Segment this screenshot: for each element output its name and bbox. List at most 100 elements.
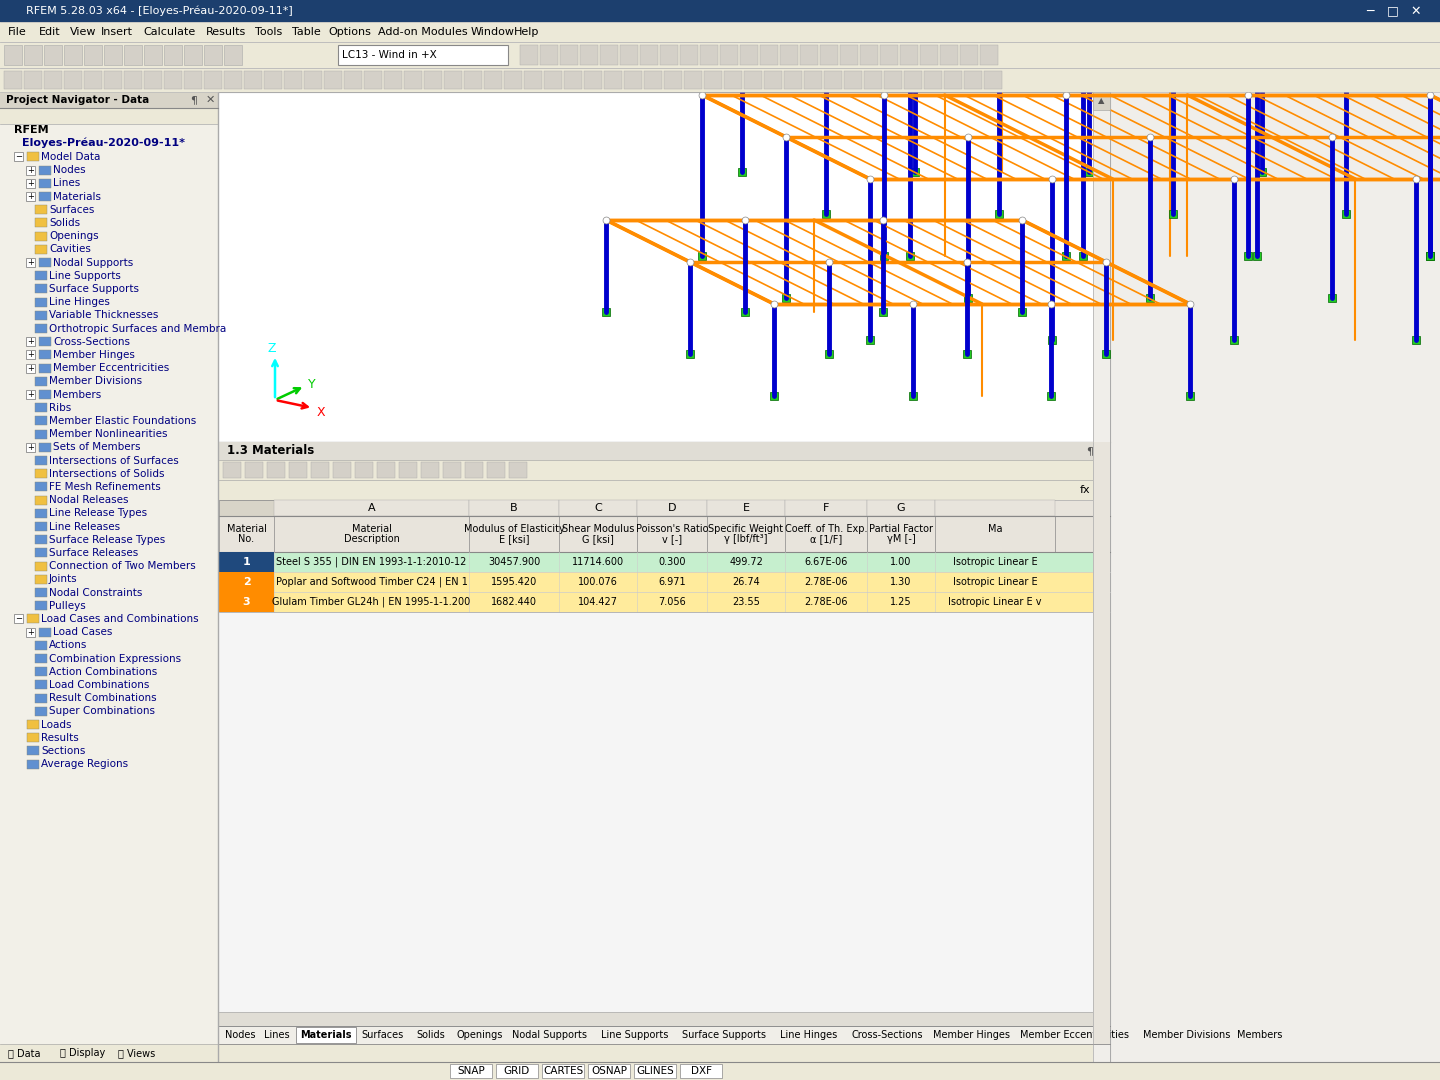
Bar: [564, 71, 582, 89]
Bar: [35, 588, 48, 597]
Bar: [804, 71, 822, 89]
Text: Loads: Loads: [40, 719, 72, 729]
Bar: [39, 364, 50, 373]
Bar: [35, 311, 48, 320]
Bar: [39, 179, 50, 188]
Bar: [35, 522, 48, 531]
Bar: [801, 45, 818, 65]
Bar: [219, 572, 1110, 592]
Bar: [636, 500, 707, 516]
Bar: [960, 45, 978, 65]
Bar: [1047, 392, 1056, 400]
Bar: [39, 390, 50, 399]
Bar: [377, 462, 395, 478]
Bar: [909, 392, 917, 400]
Text: Model Data: Model Data: [40, 152, 101, 162]
Text: Openings: Openings: [49, 231, 98, 241]
Text: Cross-Sections: Cross-Sections: [53, 337, 130, 347]
Text: ⬛ Data: ⬛ Data: [9, 1048, 40, 1058]
Bar: [664, 71, 683, 89]
Bar: [0, 22, 1440, 42]
Bar: [204, 71, 222, 89]
Text: Intersections of Surfaces: Intersections of Surfaces: [49, 456, 179, 465]
Text: fx: fx: [1080, 485, 1090, 495]
Bar: [707, 500, 785, 516]
Bar: [1110, 92, 1440, 1062]
Bar: [1169, 210, 1176, 218]
Text: 2.78E-06: 2.78E-06: [805, 577, 848, 588]
Bar: [144, 45, 161, 65]
Bar: [1342, 210, 1351, 218]
Bar: [906, 252, 914, 260]
Bar: [219, 1026, 1110, 1044]
Text: +: +: [27, 165, 35, 175]
Bar: [338, 45, 508, 65]
Bar: [0, 68, 1440, 92]
Bar: [219, 592, 1110, 612]
Bar: [0, 1062, 1440, 1080]
Bar: [0, 1044, 217, 1062]
Text: Material: Material: [351, 524, 392, 534]
Text: +: +: [27, 390, 35, 399]
Bar: [1018, 308, 1025, 316]
Text: SNAP: SNAP: [456, 1066, 485, 1076]
Text: Connection of Two Members: Connection of Two Members: [49, 562, 196, 571]
Text: Y: Y: [308, 378, 315, 391]
Text: Window: Window: [471, 27, 516, 37]
Text: 6.67E-06: 6.67E-06: [805, 557, 848, 567]
Text: Load Cases: Load Cases: [53, 627, 112, 637]
Text: Edit: Edit: [39, 27, 60, 37]
Bar: [27, 746, 39, 755]
Bar: [1259, 168, 1266, 176]
Bar: [356, 462, 373, 478]
Text: Tools: Tools: [255, 27, 282, 37]
Bar: [104, 45, 122, 65]
Text: Lines: Lines: [53, 178, 81, 188]
Text: Line Releases: Line Releases: [49, 522, 120, 531]
Text: G [ksi]: G [ksi]: [582, 534, 613, 544]
Bar: [35, 602, 48, 610]
Text: +: +: [27, 350, 35, 360]
Text: Pulleys: Pulleys: [49, 600, 86, 610]
Bar: [0, 108, 217, 124]
Bar: [304, 71, 323, 89]
Text: ¶: ¶: [1086, 446, 1093, 456]
Bar: [1093, 92, 1110, 110]
Bar: [444, 71, 462, 89]
Text: Materials: Materials: [300, 1030, 351, 1040]
Bar: [27, 720, 39, 729]
Bar: [297, 1027, 356, 1043]
Text: CARTES: CARTES: [543, 1066, 583, 1076]
Text: Combination Expressions: Combination Expressions: [49, 653, 181, 663]
Text: Openings: Openings: [456, 1030, 503, 1040]
Bar: [27, 733, 39, 742]
Bar: [243, 71, 262, 89]
Text: A: A: [367, 503, 376, 513]
Text: G: G: [897, 503, 906, 513]
Text: α [1/F]: α [1/F]: [809, 534, 842, 544]
Bar: [26, 350, 35, 360]
Text: Modulus of Elasticity: Modulus of Elasticity: [464, 524, 564, 534]
Bar: [384, 71, 402, 89]
Bar: [219, 592, 274, 612]
Bar: [35, 469, 48, 478]
Bar: [0, 92, 217, 1062]
Bar: [35, 640, 48, 650]
Text: Nodal Supports: Nodal Supports: [513, 1030, 588, 1040]
Bar: [84, 71, 102, 89]
Bar: [865, 336, 874, 345]
Bar: [782, 294, 791, 302]
Text: 3: 3: [243, 597, 251, 607]
Bar: [770, 392, 778, 400]
Text: 104.427: 104.427: [577, 597, 618, 607]
Text: Z: Z: [266, 342, 275, 355]
Bar: [698, 252, 706, 260]
Text: 1682.440: 1682.440: [491, 597, 537, 607]
Text: □: □: [1387, 4, 1398, 17]
Text: 6.971: 6.971: [658, 577, 685, 588]
Bar: [289, 462, 307, 478]
Bar: [904, 71, 922, 89]
Bar: [27, 759, 39, 769]
Bar: [311, 462, 328, 478]
Bar: [785, 500, 867, 516]
